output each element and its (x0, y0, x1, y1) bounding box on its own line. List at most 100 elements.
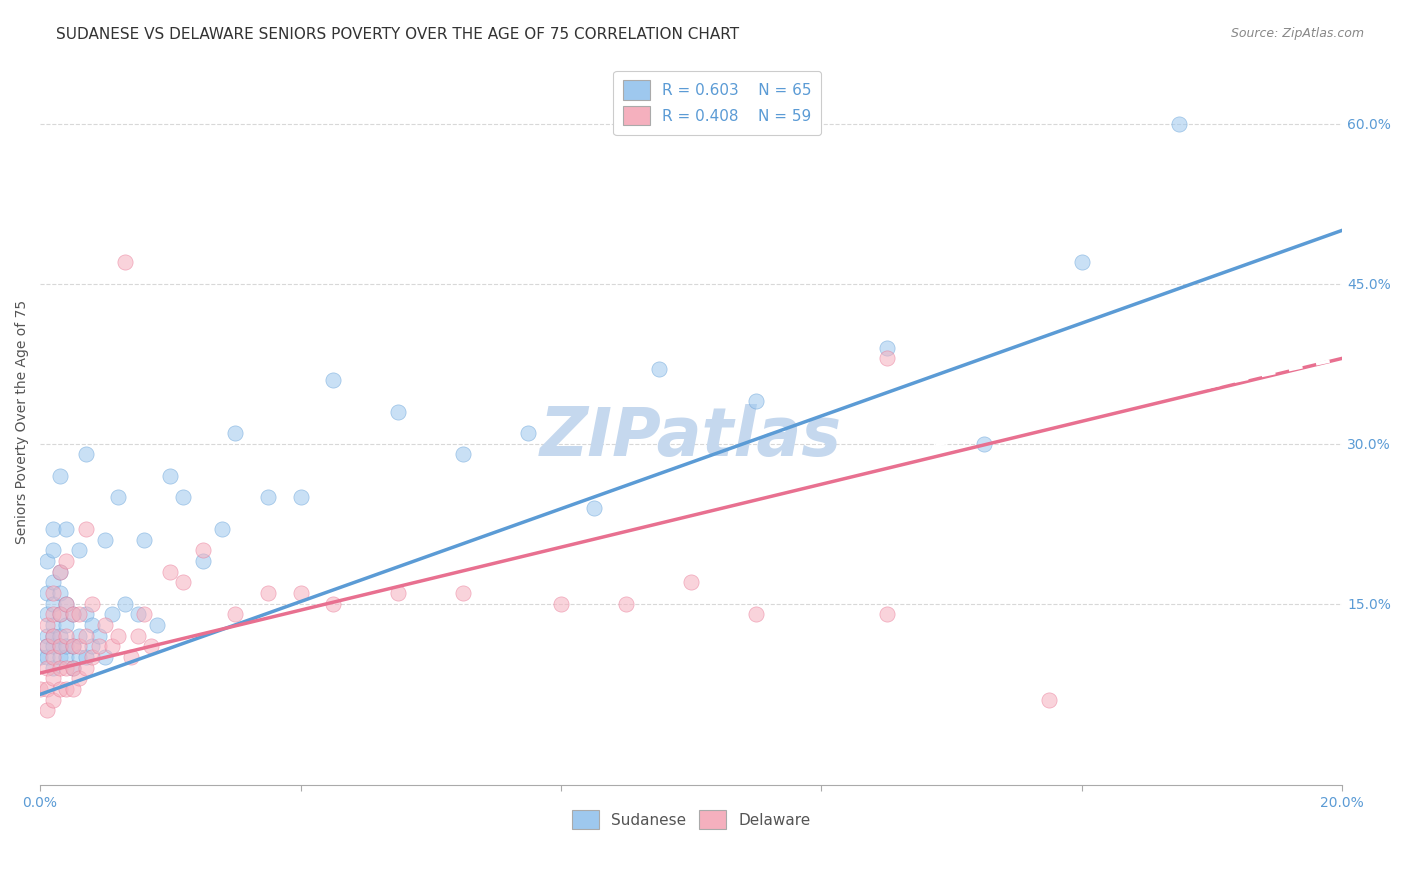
Point (55, 682, 77, 697)
Point (114, 597, 136, 611)
Point (62, 607, 84, 622)
Point (387, 405, 409, 419)
Point (107, 629, 129, 643)
Point (82, 618, 104, 632)
Point (1038, 692, 1060, 706)
Point (290, 586, 312, 600)
Point (35, 586, 58, 600)
Point (42, 692, 65, 706)
Point (114, 255, 136, 269)
Point (745, 394, 768, 409)
Point (290, 490, 312, 504)
Point (55, 629, 77, 643)
Point (127, 607, 149, 622)
Point (75, 447, 97, 461)
Point (172, 490, 194, 504)
Point (876, 351, 898, 366)
Point (42, 618, 65, 632)
Point (191, 543, 214, 558)
Point (35, 618, 58, 632)
Point (48, 640, 70, 654)
Point (75, 650, 97, 665)
Point (75, 607, 97, 622)
Point (62, 640, 84, 654)
Point (75, 661, 97, 675)
Point (139, 640, 162, 654)
Point (35, 703, 58, 717)
Point (67, 640, 90, 654)
Point (42, 650, 65, 665)
Point (67, 607, 90, 622)
Point (322, 373, 344, 387)
Point (224, 425, 246, 440)
Point (100, 640, 122, 654)
Point (67, 650, 90, 665)
Point (62, 661, 84, 675)
Point (100, 607, 122, 622)
Point (48, 640, 70, 654)
Point (1168, 117, 1191, 131)
Point (75, 629, 97, 643)
Point (159, 565, 181, 579)
Point (48, 586, 70, 600)
Point (42, 575, 65, 590)
Point (48, 607, 70, 622)
Point (172, 575, 194, 590)
Point (973, 436, 995, 450)
Point (42, 629, 65, 643)
Text: Source: ZipAtlas.com: Source: ZipAtlas.com (1230, 27, 1364, 40)
Point (82, 597, 104, 611)
Point (48, 682, 70, 697)
Point (127, 629, 149, 643)
Point (146, 618, 169, 632)
Point (35, 607, 58, 622)
Point (42, 543, 65, 558)
Point (224, 607, 246, 622)
Point (48, 468, 70, 483)
Point (42, 640, 65, 654)
Point (35, 629, 58, 643)
Point (67, 672, 90, 686)
Point (745, 607, 768, 622)
Point (191, 554, 214, 568)
Point (62, 682, 84, 697)
Point (75, 522, 97, 536)
Point (30, 682, 52, 697)
Text: ZIPatlas: ZIPatlas (540, 404, 842, 470)
Point (35, 640, 58, 654)
Point (35, 650, 58, 665)
Point (82, 650, 104, 665)
Point (55, 650, 77, 665)
Point (42, 672, 65, 686)
Text: SUDANESE VS DELAWARE SENIORS POVERTY OVER THE AGE OF 75 CORRELATION CHART: SUDANESE VS DELAWARE SENIORS POVERTY OVE… (56, 27, 740, 42)
Point (62, 640, 84, 654)
Point (62, 661, 84, 675)
Point (42, 661, 65, 675)
Point (35, 661, 58, 675)
Point (42, 586, 65, 600)
Point (55, 522, 77, 536)
Point (42, 629, 65, 643)
Point (48, 629, 70, 643)
Point (55, 554, 77, 568)
Point (614, 597, 637, 611)
Point (257, 586, 280, 600)
Point (681, 575, 703, 590)
Point (134, 533, 156, 547)
Point (42, 597, 65, 611)
Y-axis label: Seniors Poverty Over the Age of 75: Seniors Poverty Over the Age of 75 (15, 301, 30, 544)
Legend: Sudanese, Delaware: Sudanese, Delaware (565, 804, 817, 836)
Point (55, 597, 77, 611)
Point (134, 607, 156, 622)
Point (30, 650, 52, 665)
Point (55, 661, 77, 675)
Point (48, 650, 70, 665)
Point (62, 607, 84, 622)
Point (94, 618, 117, 632)
Point (55, 597, 77, 611)
Point (582, 500, 605, 515)
Point (647, 362, 669, 376)
Point (42, 522, 65, 536)
Point (55, 640, 77, 654)
Point (67, 629, 90, 643)
